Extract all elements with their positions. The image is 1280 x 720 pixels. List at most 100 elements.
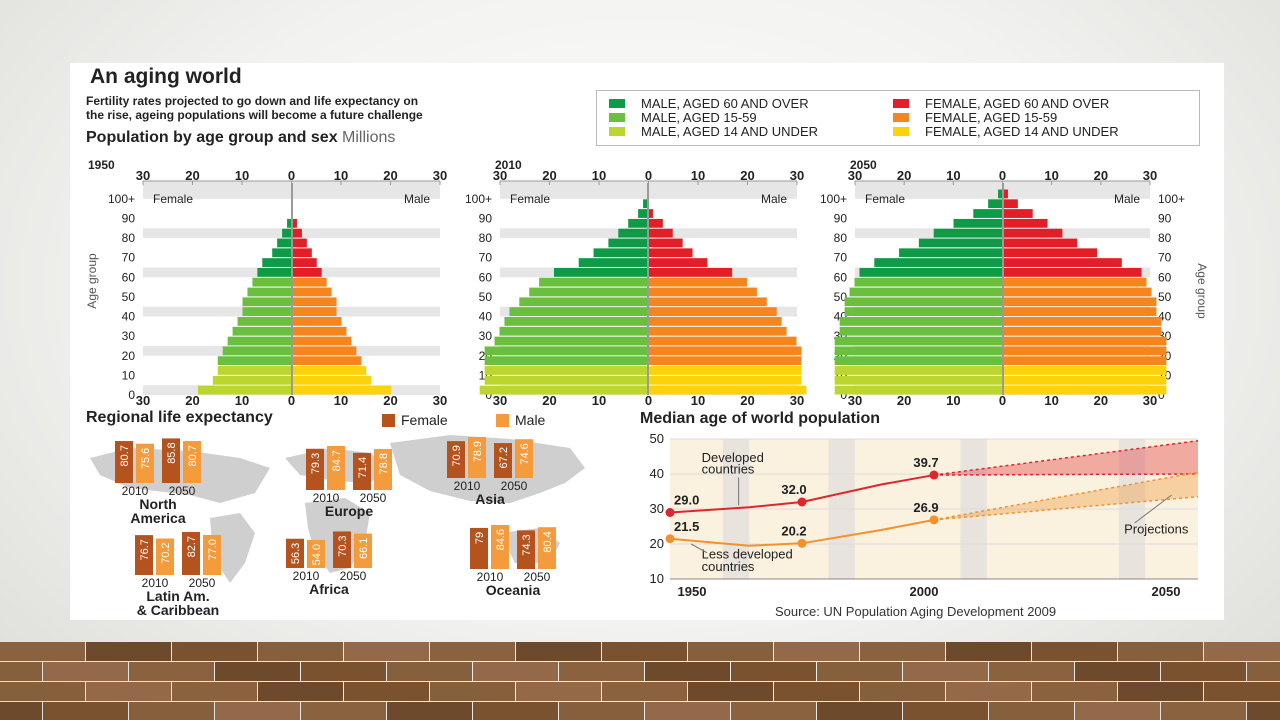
pyramid-bar-left — [859, 267, 1003, 277]
y-tick-label: 40 — [122, 310, 136, 324]
pyramid-bar-right — [648, 336, 797, 346]
floor-plank — [1075, 662, 1160, 681]
floor-plank — [688, 682, 773, 701]
life-bar — [156, 538, 174, 575]
life-value-label: 84.6 — [495, 529, 507, 550]
pyramid-bar-left — [849, 287, 1003, 297]
x-tick-top: 0 — [999, 168, 1006, 183]
life-value-label: 78.8 — [378, 453, 390, 474]
x-tick-bottom: 20 — [542, 393, 556, 408]
pyramid-bar-right — [1003, 209, 1033, 218]
pyramid-bar-left — [854, 277, 1003, 287]
pyramid-bar-right — [1003, 375, 1167, 385]
floor-plank — [1247, 702, 1280, 720]
legend-swatch-male — [496, 414, 509, 427]
y-tick-label: 50 — [479, 290, 493, 304]
life-value-label: 66.1 — [358, 538, 370, 559]
pyramid-bar-right — [648, 307, 777, 317]
legend-label: MALE, AGED 15-59 — [641, 110, 757, 125]
x-tick-top: 20 — [383, 168, 397, 183]
pyramid-bar-right — [648, 326, 787, 336]
life-bar — [354, 533, 372, 568]
legend-swatch-female — [382, 414, 395, 427]
annotation-projections: Projections — [1124, 522, 1189, 537]
life-bar — [515, 439, 533, 478]
x-tick-top: 20 — [1094, 168, 1108, 183]
year-label-2050: 2050 — [189, 576, 216, 590]
x-tick-bottom: 20 — [897, 393, 911, 408]
floor-plank — [989, 662, 1074, 681]
legend-label-female: Female — [401, 412, 448, 428]
floor-plank — [688, 642, 773, 661]
life-bar — [306, 448, 324, 490]
pyramid-bar-left — [834, 356, 1003, 366]
year-label-2050: 2050 — [501, 479, 528, 493]
region-name: Latin Am. — [146, 588, 209, 604]
region-name: Asia — [475, 491, 505, 507]
life-value-label: 82.7 — [186, 536, 198, 557]
y-tick-label: 0 — [840, 388, 847, 402]
pyramid-bar-left — [262, 258, 292, 267]
y-tick-label: 30 — [650, 501, 664, 516]
floor-plank — [344, 682, 429, 701]
x-tick-bottom: 10 — [334, 393, 348, 408]
x-tick-bottom: 30 — [790, 393, 804, 408]
y-tick-label: 50 — [834, 290, 848, 304]
floor-plank — [1204, 642, 1280, 661]
life-bar — [135, 535, 153, 575]
pyramid-bar-right — [292, 287, 332, 297]
y-tick-label: 40 — [650, 466, 664, 481]
x-tick-top: 20 — [542, 168, 556, 183]
data-point-label: 29.0 — [674, 493, 699, 508]
floor-plank — [0, 642, 85, 661]
y-tick-label: 90 — [122, 211, 136, 225]
floor-plank — [645, 662, 730, 681]
annotation-developed: Developed — [702, 450, 764, 465]
floor-plank — [559, 702, 644, 720]
y-tick-label: 100+ — [108, 192, 135, 206]
pyramid-bar-right — [648, 258, 708, 267]
pyramid-bar-right — [292, 356, 362, 366]
pyramid-bar-left — [479, 385, 648, 395]
pyramid-bar-right — [1003, 307, 1157, 317]
pyramid-bar-left — [618, 228, 648, 238]
pyramid-bar-right — [648, 238, 683, 248]
pyramid-bar-left — [484, 366, 648, 375]
y-tick-label: 10 — [650, 571, 664, 586]
pyramid-bar-right — [292, 248, 312, 258]
year-label-2010: 2010 — [122, 484, 149, 498]
floor-plank — [301, 662, 386, 681]
year-label-2010: 2010 — [454, 479, 481, 493]
region-name: Oceania — [486, 582, 541, 598]
year-label-2050: 2050 — [360, 491, 387, 505]
pyramid-bar-right — [292, 307, 337, 317]
pyramid-bar-right — [1003, 317, 1162, 326]
x-tick-top: 30 — [493, 168, 507, 183]
pyramid-bar-left — [494, 336, 648, 346]
pyramid-bar-right — [292, 277, 327, 287]
pyramid-bar-right — [292, 385, 391, 395]
pyramid-bar-right — [292, 238, 307, 248]
life-value-label: 67.2 — [498, 447, 510, 468]
legend-swatch — [893, 113, 909, 122]
pyramid-bar-right — [1003, 267, 1142, 277]
life-bar — [327, 445, 345, 490]
pyramid-bar-right — [1003, 297, 1157, 307]
floor-plank — [473, 662, 558, 681]
projection-high-line — [933, 440, 1199, 476]
y-tick-label: 70 — [479, 251, 493, 265]
map-landmass — [210, 513, 255, 583]
life-value-label: 85.8 — [166, 442, 178, 463]
pyramid-bar-right — [1003, 287, 1152, 297]
data-point — [665, 534, 675, 544]
data-point-label: 39.7 — [913, 455, 938, 470]
floor-plank — [1075, 702, 1160, 720]
pyramid-bar-right — [1003, 366, 1167, 375]
floor-plank — [344, 642, 429, 661]
pyramid-bar-right — [648, 346, 802, 356]
pyramid-bar-left — [242, 297, 292, 307]
x-tick-top: 30 — [136, 168, 150, 183]
pyramid-bar-left — [899, 248, 1003, 258]
